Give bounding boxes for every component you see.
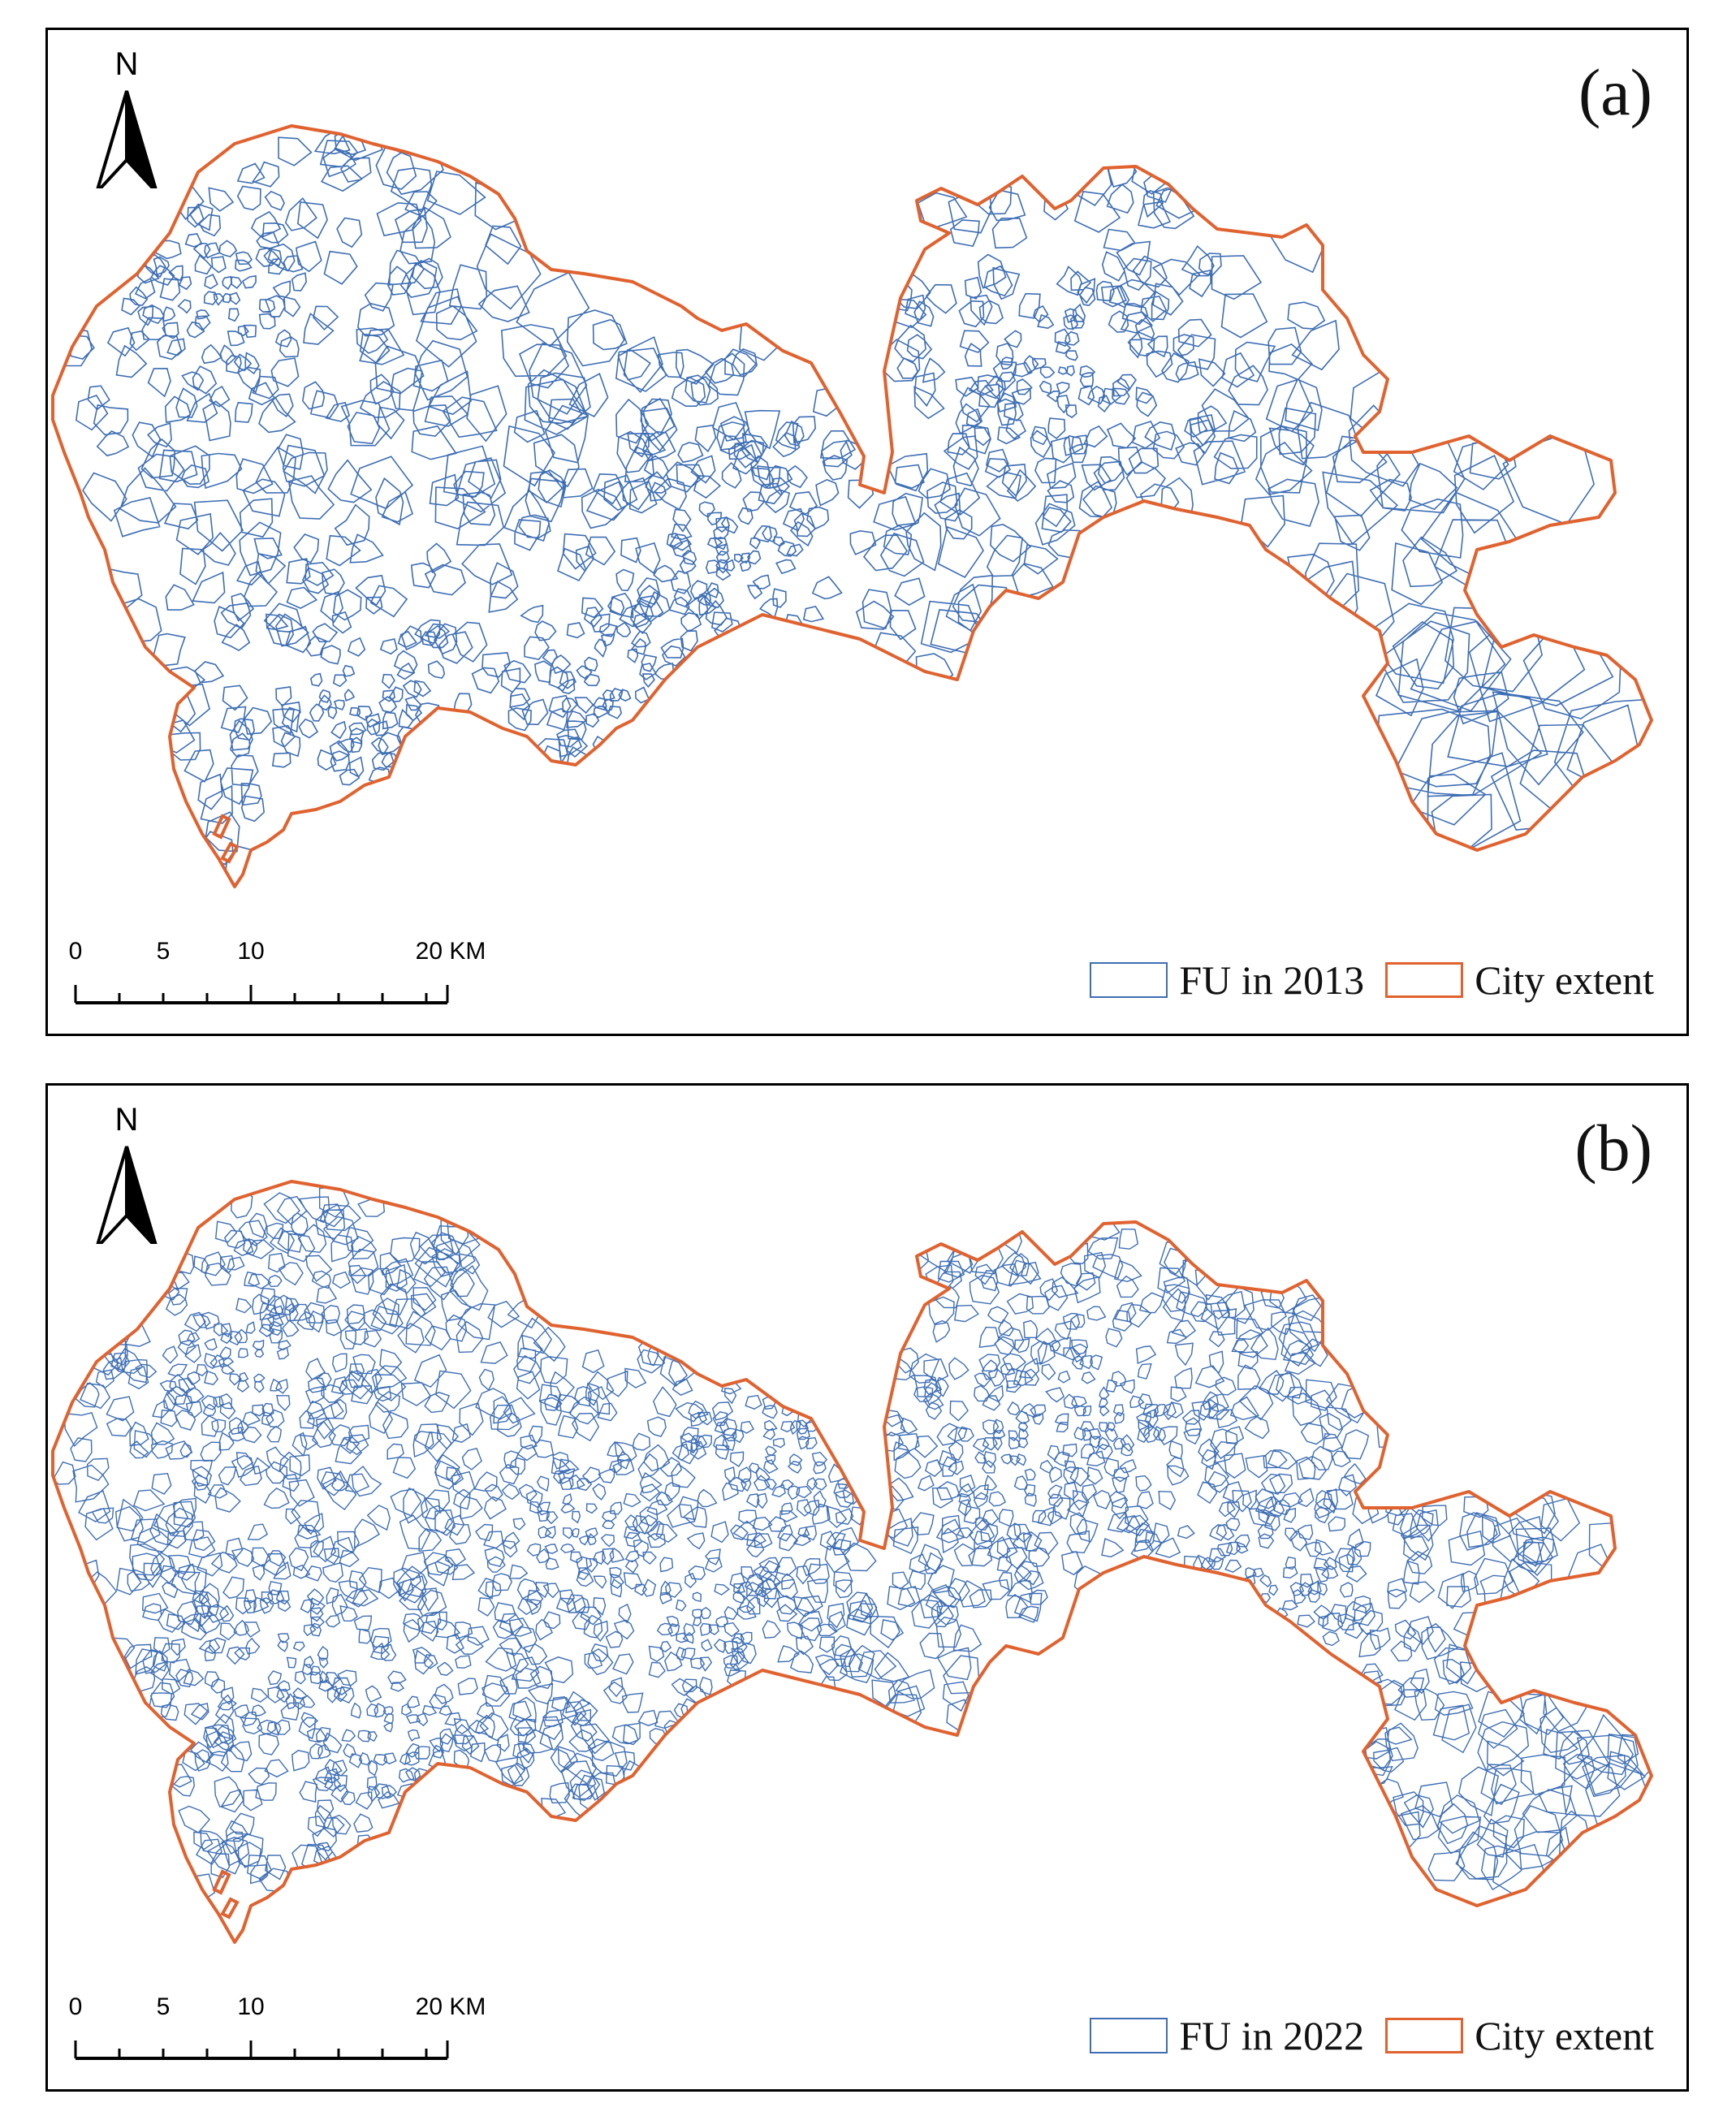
- legend-city-swatch: [1385, 2018, 1464, 2053]
- panel-label-a: (a): [1578, 55, 1652, 129]
- scale-label-0: 0: [68, 1993, 83, 2020]
- scale-label-10: 10: [237, 938, 265, 965]
- legend-fu-label: FU in 2022: [1179, 2013, 1365, 2058]
- scale-bar-b: 0 5 10 20 KM: [69, 1993, 491, 2066]
- north-label: N: [114, 46, 139, 82]
- panel-label-b: (b): [1574, 1111, 1652, 1185]
- city-extent-outline: [51, 1180, 1653, 1944]
- island-outline: [212, 1869, 240, 1920]
- legend-city-swatch: [1385, 962, 1464, 998]
- legend-fu-label: FU in 2013: [1179, 957, 1365, 1003]
- scale-label-20km: 20 KM: [415, 938, 486, 965]
- map-panel-a: (a) N 0 5 10 20 KM FU in 2013 City exten…: [45, 28, 1689, 1036]
- north-arrow-b: N: [90, 1102, 163, 1244]
- legend-b: FU in 2022 City extent: [1090, 2013, 1654, 2058]
- legend-a: FU in 2013 City extent: [1090, 957, 1654, 1003]
- north-label: N: [114, 1102, 139, 1138]
- legend-city-label: City extent: [1475, 957, 1654, 1003]
- scale-label-0: 0: [68, 938, 83, 965]
- functional-unit-cells: [53, 126, 1652, 885]
- north-arrow-icon: [96, 90, 158, 188]
- north-arrow-icon: [96, 1146, 158, 1244]
- functional-unit-cells: [53, 1185, 1652, 1900]
- functional-unit-boundaries: [53, 126, 1652, 885]
- scale-label-10: 10: [237, 1993, 265, 2020]
- map-canvas-b: [51, 1180, 1653, 1944]
- island-outline: [212, 814, 240, 864]
- scale-bar-graphic: [74, 2040, 449, 2060]
- scale-label-20km: 20 KM: [415, 1993, 486, 2020]
- legend-city-label: City extent: [1475, 2013, 1654, 2058]
- legend-fu-swatch: [1090, 962, 1168, 998]
- scale-label-5: 5: [156, 1993, 171, 2020]
- legend-fu-swatch: [1090, 2018, 1168, 2053]
- functional-unit-boundaries: [53, 1185, 1652, 1900]
- map-canvas-a: [51, 124, 1653, 888]
- north-arrow-a: N: [90, 46, 163, 188]
- scale-bar-graphic: [74, 985, 449, 1004]
- city-extent-outline: [51, 124, 1653, 888]
- map-panel-b: (b) N 0 5 10 20 KM FU in 2022 City exten…: [45, 1083, 1689, 2092]
- scale-bar-a: 0 5 10 20 KM: [69, 938, 491, 1011]
- scale-label-5: 5: [156, 938, 171, 965]
